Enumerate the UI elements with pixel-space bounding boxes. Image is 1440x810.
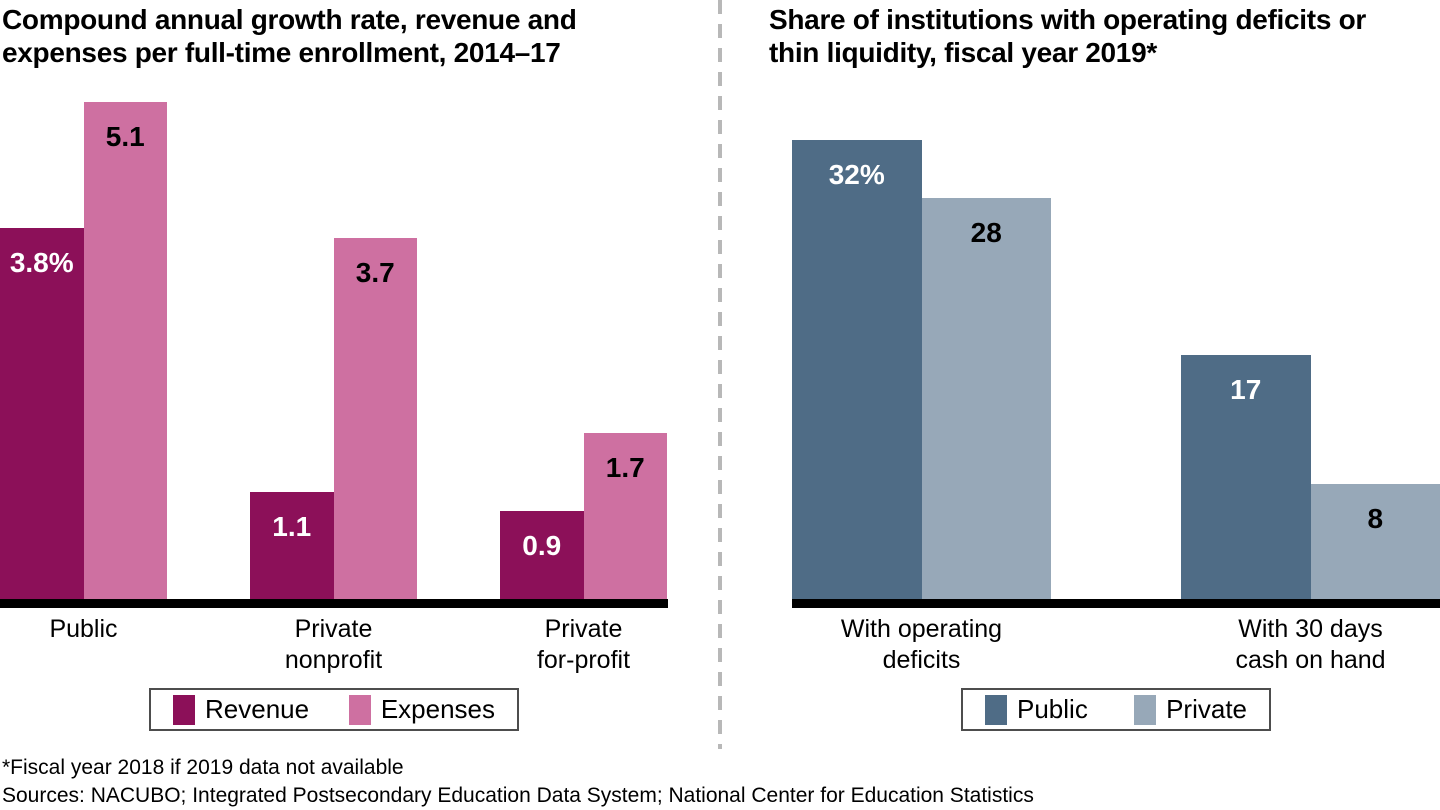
bar-revenue-public — [0, 228, 84, 599]
right-chart-title: Share of institutions with operating def… — [769, 4, 1366, 68]
legend-label-private: Private — [1166, 694, 1247, 724]
category-label-private-for-profit: Private for-profit — [536, 615, 631, 674]
x-axis — [792, 599, 1440, 608]
legend-swatch-expenses — [348, 694, 371, 725]
legend-item-revenue: Revenue — [173, 694, 309, 725]
legend-item-private: Private — [1134, 694, 1247, 725]
value-label-revenue-private-for-profit: 0.9 — [522, 530, 562, 561]
legend-label-revenue: Revenue — [205, 694, 310, 724]
value-label-public-with-30-days-cash-on-hand: 17 — [1230, 374, 1262, 405]
footnote-sources: Sources: NACUBO; Integrated Postsecondar… — [2, 784, 1034, 807]
value-label-private-with-operating-deficits: 28 — [970, 217, 1002, 248]
bar-revenue-private-nonprofit — [250, 492, 334, 599]
legend-swatch-revenue — [173, 694, 195, 725]
legend-swatch-private — [1134, 694, 1157, 725]
value-label-revenue-private-nonprofit: 1.1 — [272, 511, 312, 542]
category-label-private-nonprofit: Private nonprofit — [284, 615, 383, 674]
bar-expenses-private-for-profit — [583, 433, 667, 599]
vertical-dashed-divider — [718, 0, 722, 749]
legend-label-expenses: Expenses — [380, 694, 495, 724]
bar-expenses-public — [83, 102, 167, 599]
value-label-expenses-private-nonprofit: 3.7 — [355, 257, 395, 288]
value-label-public-with-operating-deficits: 32% — [828, 159, 885, 190]
legend-label-public: Public — [1017, 694, 1088, 724]
bar-private-with-operating-deficits — [921, 198, 1051, 599]
bar-revenue-private-for-profit — [500, 511, 584, 599]
category-label-public: Public — [49, 615, 118, 643]
value-label-revenue-public: 3.8% — [9, 247, 74, 278]
legend: Public Private — [961, 688, 1271, 731]
bar-expenses-private-nonprofit — [333, 238, 417, 599]
value-label-expenses-private-for-profit: 1.7 — [605, 452, 645, 483]
value-label-expenses-public: 5.1 — [105, 121, 145, 152]
legend-item-expenses: Expenses — [348, 694, 495, 725]
x-axis — [0, 599, 668, 608]
value-label-private-with-30-days-cash-on-hand: 8 — [1367, 503, 1384, 534]
left-chart-title: Compound annual growth rate, revenue and… — [2, 4, 577, 68]
category-label-with-operating-deficits: With operating deficits — [840, 615, 1003, 674]
footnote-asterisk: *Fiscal year 2018 if 2019 data not avail… — [2, 756, 404, 779]
bar-private-with-30-days-cash-on-hand — [1310, 484, 1440, 599]
legend: Revenue Expenses — [149, 688, 519, 731]
legend-swatch-public — [985, 694, 1007, 725]
bar-public-with-operating-deficits — [792, 140, 922, 599]
bar-public-with-30-days-cash-on-hand — [1181, 355, 1311, 599]
category-label-with-30-days-cash-on-hand: With 30 days cash on hand — [1235, 615, 1386, 674]
legend-item-public: Public — [985, 694, 1088, 725]
